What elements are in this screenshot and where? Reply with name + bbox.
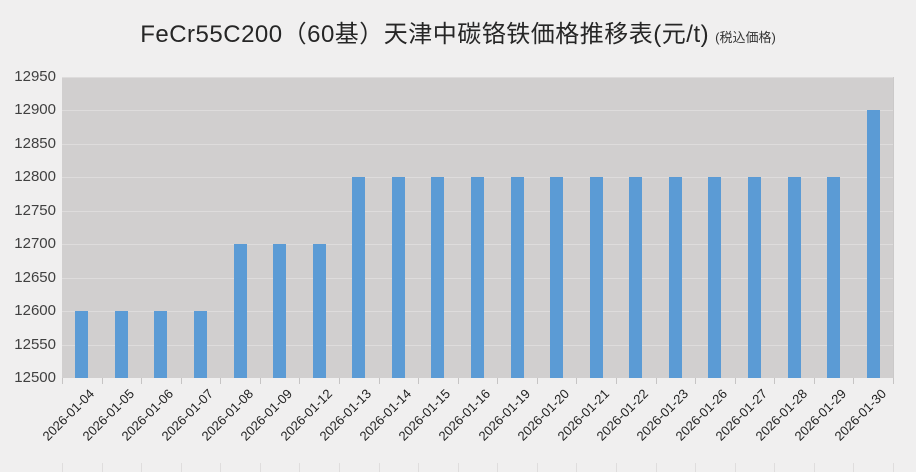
bar-2026-01-16 bbox=[471, 177, 484, 378]
bar-2026-01-04 bbox=[75, 311, 89, 378]
axis-tick bbox=[101, 378, 103, 384]
bottom-tick bbox=[220, 463, 222, 472]
bar-2026-01-26 bbox=[708, 177, 722, 378]
bottom-tick bbox=[655, 463, 657, 472]
plot-area bbox=[62, 77, 894, 378]
axis-tick bbox=[536, 378, 538, 384]
bar-2026-01-20 bbox=[550, 177, 564, 378]
y-tick-label-12950: 12950 bbox=[14, 68, 56, 85]
y-tick-label-12650: 12650 bbox=[14, 268, 56, 286]
y-tick-label-12850: 12850 bbox=[14, 134, 56, 152]
bar-2026-01-15 bbox=[431, 177, 445, 378]
axis-tick bbox=[774, 378, 776, 384]
axis-tick bbox=[457, 378, 459, 384]
chart-title: FeCr55C200（60基）天津中碳铬铁価格推移表(元/t) (税込価格) bbox=[0, 14, 916, 49]
y-tick-label-12900: 12900 bbox=[14, 101, 56, 119]
axis-tick bbox=[418, 378, 420, 384]
bar-2026-01-29 bbox=[827, 177, 841, 378]
axis-tick bbox=[378, 378, 380, 384]
bottom-tick bbox=[616, 463, 617, 472]
bar-2026-01-06 bbox=[154, 311, 168, 378]
bottom-tick bbox=[339, 463, 340, 472]
axis-tick bbox=[497, 378, 499, 384]
bar-2026-01-07 bbox=[194, 311, 207, 378]
gridline-12850 bbox=[62, 143, 893, 145]
y-tick-label-12800: 12800 bbox=[14, 168, 56, 186]
axis-tick bbox=[616, 378, 617, 384]
bar-2026-01-05 bbox=[114, 311, 128, 378]
bottom-tick bbox=[813, 463, 815, 472]
axis-tick bbox=[299, 378, 301, 384]
axis-tick bbox=[220, 378, 222, 384]
bottom-tick bbox=[893, 463, 894, 472]
bottom-tick bbox=[259, 463, 261, 472]
axis-tick bbox=[259, 378, 261, 384]
axis-tick bbox=[853, 378, 855, 384]
bar-2026-01-30 bbox=[866, 110, 880, 378]
y-tick-label-12700: 12700 bbox=[14, 235, 56, 253]
bar-2026-01-23 bbox=[668, 177, 682, 378]
axis-tick bbox=[813, 378, 815, 384]
axis-tick bbox=[141, 378, 143, 384]
bar-2026-01-19 bbox=[510, 177, 524, 378]
gridline-12900 bbox=[62, 110, 893, 112]
bottom-tick bbox=[853, 463, 855, 472]
bar-2026-01-27 bbox=[748, 177, 761, 378]
y-tick-label-12750: 12750 bbox=[14, 201, 56, 219]
bottom-tick bbox=[101, 463, 103, 472]
bottom-tick bbox=[418, 463, 420, 472]
bar-2026-01-09 bbox=[273, 244, 287, 378]
axis-tick bbox=[339, 378, 340, 384]
bar-2026-01-12 bbox=[312, 244, 326, 378]
y-tick-label-12550: 12550 bbox=[14, 335, 56, 353]
axis-tick bbox=[576, 378, 578, 384]
bottom-tick bbox=[536, 463, 538, 472]
bar-2026-01-21 bbox=[589, 177, 603, 378]
bar-2026-01-22 bbox=[629, 177, 643, 378]
axis-tick bbox=[893, 378, 894, 384]
bottom-tick bbox=[378, 463, 380, 472]
bottom-tick bbox=[734, 463, 736, 472]
gridline-12950 bbox=[62, 77, 893, 78]
axis-tick bbox=[180, 378, 182, 384]
bottom-tick bbox=[180, 463, 182, 472]
axis-tick bbox=[62, 378, 63, 384]
bottom-tick bbox=[141, 463, 143, 472]
axis-tick bbox=[695, 378, 697, 384]
bottom-tick bbox=[62, 463, 63, 472]
chart-title-text: FeCr55C200（60基）天津中碳铬铁価格推移表(元/t) bbox=[140, 21, 710, 48]
y-tick-label-12600: 12600 bbox=[14, 302, 56, 320]
bottom-tick bbox=[774, 463, 776, 472]
bottom-tick bbox=[457, 463, 459, 472]
bar-2026-01-08 bbox=[233, 244, 247, 378]
bar-2026-01-13 bbox=[352, 177, 366, 378]
bottom-tick bbox=[299, 463, 301, 472]
bottom-tick bbox=[576, 463, 578, 472]
bottom-tick bbox=[497, 463, 499, 472]
axis-tick bbox=[734, 378, 736, 384]
bar-2026-01-28 bbox=[787, 177, 801, 378]
bar-2026-01-14 bbox=[391, 177, 405, 378]
axis-tick bbox=[655, 378, 657, 384]
chart-title-suffix: (税込価格) bbox=[715, 30, 776, 45]
bottom-tick bbox=[695, 463, 697, 472]
y-tick-label-12500: 12500 bbox=[14, 369, 56, 386]
